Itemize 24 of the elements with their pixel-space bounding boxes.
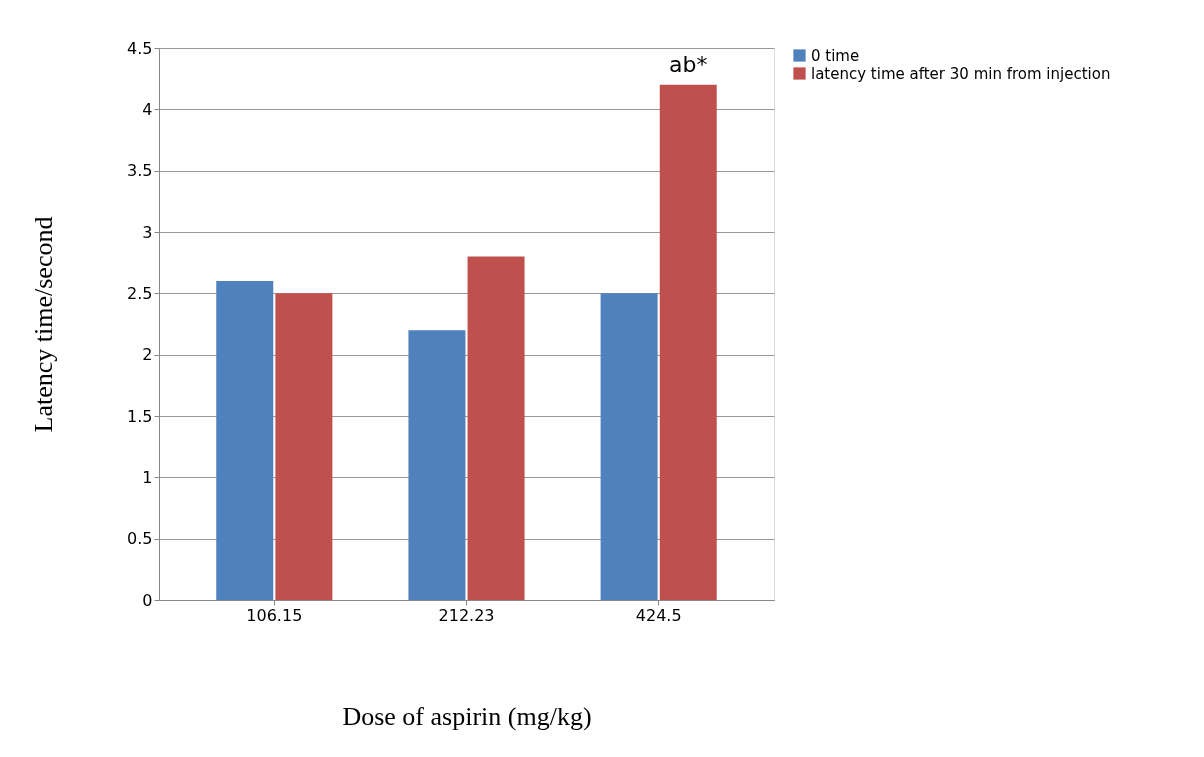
y-tick-label: 1 bbox=[142, 467, 153, 487]
y-tick-label: 1.5 bbox=[127, 406, 153, 426]
bar bbox=[216, 281, 274, 600]
legend-label: 0 time bbox=[811, 46, 860, 65]
x-tick-label: 212.23 bbox=[438, 605, 495, 625]
bar bbox=[600, 293, 658, 600]
bar bbox=[659, 84, 717, 600]
y-tick-label: 0.5 bbox=[127, 529, 153, 549]
bar bbox=[408, 330, 466, 600]
bar bbox=[275, 293, 333, 600]
x-tick-label: 106.15 bbox=[246, 605, 303, 625]
bar bbox=[467, 256, 525, 600]
y-tick-label: 2 bbox=[142, 345, 153, 365]
y-tick-label: 3.5 bbox=[127, 161, 153, 181]
y-tick-label: 4.5 bbox=[127, 38, 153, 58]
y-tick-label: 0 bbox=[142, 590, 153, 610]
y-tick-label: 2.5 bbox=[127, 283, 153, 303]
y-tick-label: 4 bbox=[142, 99, 153, 119]
y-axis-title: Latency time/second bbox=[29, 216, 59, 433]
annotation: ab* bbox=[669, 51, 708, 77]
y-tick-label: 3 bbox=[142, 222, 153, 242]
x-tick-label: 424.5 bbox=[635, 605, 682, 625]
legend-label: latency time after 30 min from injection bbox=[811, 64, 1111, 83]
x-axis-title: Dose of aspirin (mg/kg) bbox=[342, 701, 592, 731]
